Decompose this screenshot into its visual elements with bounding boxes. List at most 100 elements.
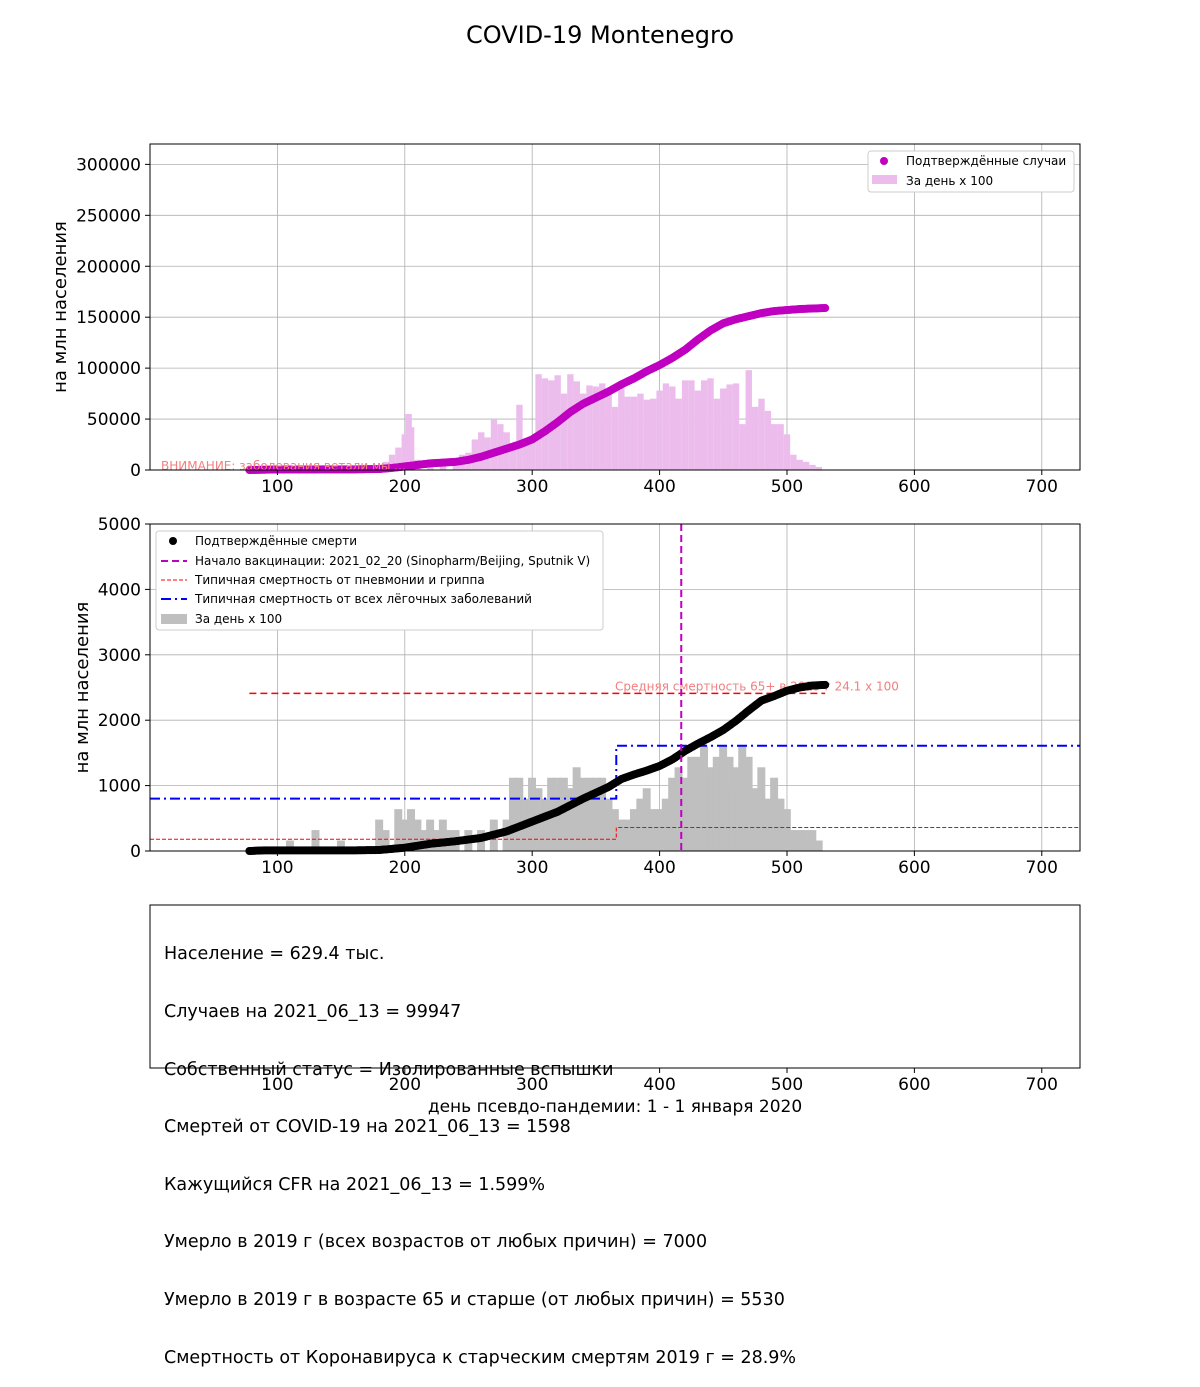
figure: COVID-19 Montenegro ВНИМАНИЕ: заболевани… [50, 21, 1081, 1117]
stats-ratio: Смертность от Коронавируса к старческим … [164, 1347, 797, 1368]
daily-cases-bar [726, 384, 733, 470]
stats-status: Собственный статус = Изолированные вспыш… [164, 1059, 614, 1080]
daily-cases-bar [745, 370, 752, 470]
legend-swatch-daily [161, 614, 187, 624]
daily-cases-bar [713, 398, 721, 470]
daily-cases-bar [802, 461, 810, 470]
y-axis-label: на млн населения [72, 602, 93, 774]
legend-label: Типичная смертность от пневмонии и грипп… [194, 573, 485, 587]
y-tick-label: 0 [130, 461, 141, 481]
daily-cases-bar [637, 393, 644, 470]
daily-deaths-bar [386, 830, 390, 851]
daily-cases-bar [732, 383, 740, 470]
legend: Подтверждённые случаи За день х 100 [867, 150, 1075, 193]
y-tick-label: 4000 [98, 580, 141, 600]
daily-cases-bar [643, 399, 651, 470]
stats-died-2019: Умерло в 2019 г (всех возрастов от любых… [164, 1232, 708, 1253]
stats-cases: Случаев на 2021_06_13 = 99947 [164, 1002, 462, 1023]
y-tick-label: 0 [130, 842, 141, 862]
x-tick-label: 400 [643, 477, 675, 497]
daily-cases-bar [586, 385, 593, 470]
daily-cases-bar [599, 383, 606, 470]
stats-died-2019-65: Умерло в 2019 г в возрасте 65 и старше (… [164, 1290, 785, 1311]
daily-cases-bar [790, 454, 797, 470]
cases-panel: ВНИМАНИЕ: заболевания ветали мы ... 100 20… [50, 143, 1081, 497]
x-tick-label: 600 [898, 477, 930, 497]
y-tick-label: 1000 [98, 777, 141, 797]
daily-cases-bar [535, 374, 542, 470]
daily-cases-bar [618, 386, 625, 470]
daily-cases-bar [522, 442, 530, 470]
x-tick-label: 600 [898, 1075, 930, 1095]
daily-cases-bar [395, 447, 402, 470]
daily-cases-bar [751, 406, 759, 470]
daily-cases-bar [401, 434, 408, 470]
y-tick-label: 200000 [76, 257, 141, 277]
y-tick-label: 150000 [76, 308, 141, 328]
x-tick-label: 500 [771, 858, 803, 878]
y-tick-label: 50000 [87, 410, 141, 430]
axes-frame [149, 904, 1081, 1069]
daily-cases-bar [541, 378, 549, 470]
legend-label: За день х 100 [906, 174, 993, 188]
daily-cases-bar [388, 454, 396, 470]
y-tick-label: 3000 [98, 646, 141, 666]
legend-frame [155, 530, 604, 631]
x-tick-label: 200 [389, 858, 421, 878]
daily-cases-bar [478, 432, 485, 470]
daily-deaths-bar [291, 840, 294, 851]
x-tick-label: 500 [771, 1075, 803, 1095]
daily-cases-bar [579, 393, 587, 470]
stats-text: Население = 629.4 тыс. Случаев на 2021_0… [164, 907, 864, 1387]
y-tick-label: 250000 [76, 206, 141, 226]
daily-cases-bar [656, 390, 663, 470]
legend-frame [867, 150, 1075, 193]
stats-population: Население = 629.4 тыс. [164, 944, 385, 965]
x-tick-label: 500 [771, 477, 803, 497]
legend-label: Подтверждённые смерти [195, 534, 357, 548]
x-axis-label: день псевдо-пандемии: 1 - 1 января 2020 [428, 1097, 802, 1117]
daily-cases-bar [764, 410, 772, 470]
legend: Подтверждённые смерти Начало вакцинации: … [155, 530, 604, 631]
stats-deaths: Смертей от COVID-19 на 2021_06_13 = 1598 [164, 1117, 571, 1138]
daily-cases-bar [669, 386, 676, 470]
x-tick-label: 700 [1026, 858, 1058, 878]
daily-cases-bar [675, 398, 682, 470]
daily-cases-bar [573, 381, 580, 470]
daily-cases-bar [567, 374, 574, 470]
legend-label: За день х 100 [195, 612, 282, 626]
daily-deaths-bar [342, 840, 345, 851]
daily-cases-bar [720, 388, 727, 470]
x-tick-label: 300 [516, 477, 548, 497]
daily-cases-bar [407, 427, 415, 470]
daily-cases-bar [605, 393, 612, 470]
y-axis-label: на млн населения [50, 221, 71, 393]
x-tick-label: 200 [389, 477, 421, 497]
daily-cases-bar [700, 380, 708, 470]
y-tick-label: 100000 [76, 359, 141, 379]
daily-deaths-bar [819, 840, 823, 851]
confirmed-cases-point [821, 304, 830, 313]
x-tick-label: 300 [516, 858, 548, 878]
x-tick-label: 400 [643, 858, 675, 878]
x-tick-label: 200 [389, 1075, 421, 1095]
daily-cases-bar [624, 396, 631, 470]
daily-cases-bar [739, 424, 746, 470]
legend-label: Подтверждённые случаи [906, 154, 1066, 168]
flu-mortality-line [150, 826, 1080, 840]
legend-label: Начало вакцинации: 2021_02_20 (Sinopharm… [195, 554, 590, 568]
y-tick-label: 5000 [98, 515, 141, 535]
x-tick-label: 100 [261, 1075, 293, 1095]
daily-cases-bar [529, 439, 536, 470]
legend-swatch-daily [872, 175, 897, 184]
daily-cases-bar [815, 466, 823, 470]
daily-cases-bar [662, 383, 670, 470]
x-tick-label: 300 [516, 1075, 548, 1095]
figure-title: COVID-19 Montenegro [466, 21, 734, 49]
x-tick-label: 700 [1026, 477, 1058, 497]
x-tick-label: 600 [898, 858, 930, 878]
deaths-panel: Средняя смертность 65+ в 2019 г 24.1 х 1… [72, 515, 1081, 878]
axes-frame [149, 143, 1081, 471]
daily-cases-bar [809, 464, 816, 470]
warning-annotation: ВНИМАНИЕ: заболевания ветали мы ... [161, 459, 406, 473]
